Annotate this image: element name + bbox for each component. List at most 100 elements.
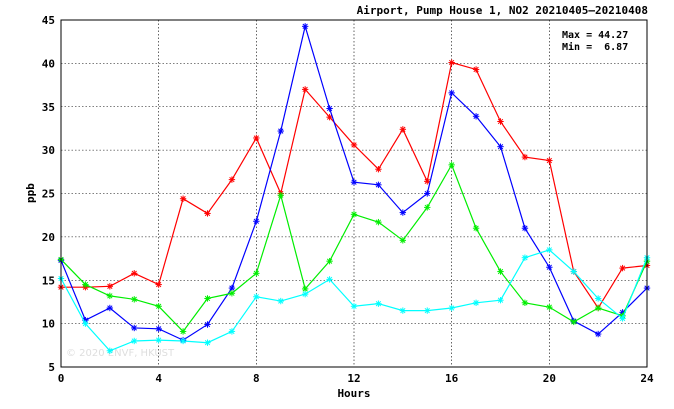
x-tick-label: 24 xyxy=(640,372,654,385)
data-point xyxy=(472,66,480,73)
data-point xyxy=(82,320,89,327)
data-point xyxy=(301,285,309,293)
data-point xyxy=(326,113,333,121)
data-point xyxy=(521,299,529,307)
data-point xyxy=(301,86,309,93)
data-point xyxy=(375,300,382,307)
data-point xyxy=(546,303,553,311)
data-point xyxy=(375,181,382,189)
y-tick-label: 15 xyxy=(42,274,55,287)
data-point xyxy=(375,166,382,173)
series-2 xyxy=(57,23,651,344)
data-point xyxy=(326,105,333,112)
data-point xyxy=(448,59,455,66)
data-point xyxy=(497,297,504,304)
data-point xyxy=(472,299,480,307)
series-lines xyxy=(57,23,651,354)
data-point xyxy=(228,328,236,335)
series-1 xyxy=(57,59,651,312)
series-4 xyxy=(57,246,651,354)
y-tick-label: 20 xyxy=(42,231,55,244)
data-point xyxy=(228,290,236,297)
x-tick-label: 0 xyxy=(58,372,65,385)
data-point xyxy=(424,307,431,314)
data-point xyxy=(350,141,358,149)
data-point xyxy=(253,218,260,225)
data-point xyxy=(106,304,114,312)
data-point xyxy=(448,161,455,169)
data-point xyxy=(106,347,114,354)
data-point xyxy=(277,192,284,199)
data-point xyxy=(301,23,309,30)
data-point xyxy=(546,246,553,254)
chart-title: Airport, Pump House 1, NO2 20210405—2021… xyxy=(357,4,648,17)
data-point xyxy=(521,254,529,261)
data-point xyxy=(253,134,260,142)
data-point xyxy=(570,268,577,275)
data-point xyxy=(399,307,407,314)
y-tick-label: 5 xyxy=(48,361,55,374)
data-point xyxy=(350,179,358,186)
data-point xyxy=(375,218,382,226)
data-point xyxy=(253,293,260,300)
data-point xyxy=(399,237,407,244)
grid-lines xyxy=(61,20,647,367)
x-tick-label: 20 xyxy=(543,372,556,385)
data-point xyxy=(619,264,626,272)
data-point xyxy=(594,304,602,312)
data-point xyxy=(131,296,138,303)
y-tick-label: 35 xyxy=(42,101,55,114)
data-point xyxy=(179,337,187,345)
data-point xyxy=(155,325,162,333)
plot-frame xyxy=(60,19,648,368)
y-axis-label: ppb xyxy=(24,183,37,203)
data-point xyxy=(131,324,138,332)
data-point xyxy=(106,283,114,290)
data-point xyxy=(131,337,138,345)
data-point xyxy=(204,321,211,328)
max-label: Max = 44.27 xyxy=(562,30,628,41)
x-tick-label: 16 xyxy=(445,372,459,385)
data-point xyxy=(497,118,504,125)
min-label: Min = 6.87 xyxy=(562,41,628,53)
data-point xyxy=(594,330,602,338)
data-point xyxy=(350,211,358,218)
data-point xyxy=(155,336,162,344)
data-point xyxy=(570,318,577,326)
y-tick-label: 40 xyxy=(42,57,55,70)
data-point xyxy=(619,315,626,322)
data-point xyxy=(155,281,162,288)
data-point xyxy=(521,153,529,161)
y-tick-label: 45 xyxy=(42,14,55,27)
data-point xyxy=(472,113,480,120)
data-point xyxy=(179,195,187,202)
watermark: © 2020 ENVF, HKUST xyxy=(66,348,175,359)
data-point xyxy=(497,143,504,150)
data-point xyxy=(82,281,89,288)
data-point xyxy=(228,176,236,183)
data-point xyxy=(594,295,602,302)
data-point xyxy=(277,297,284,305)
data-point xyxy=(448,304,455,312)
data-point xyxy=(472,225,480,232)
x-axis-label: Hours xyxy=(337,387,370,400)
data-point xyxy=(204,339,211,346)
data-point xyxy=(326,257,333,265)
data-point xyxy=(155,303,162,310)
y-tick-label: 10 xyxy=(42,318,55,331)
x-tick-label: 12 xyxy=(347,372,360,385)
data-point xyxy=(131,270,138,277)
series-3 xyxy=(57,161,651,335)
data-point xyxy=(424,204,431,211)
data-point xyxy=(399,209,407,216)
data-point xyxy=(301,290,309,298)
axis-ticks: 0 4 8 12 16 20 24 5 10 15 20 25 30 35 40 45 xyxy=(42,14,654,385)
data-point xyxy=(106,292,114,300)
data-point xyxy=(546,264,553,271)
y-tick-label: 30 xyxy=(42,144,55,157)
data-point xyxy=(204,295,211,302)
data-point xyxy=(448,89,455,97)
data-point xyxy=(277,127,284,135)
data-point xyxy=(350,303,358,310)
